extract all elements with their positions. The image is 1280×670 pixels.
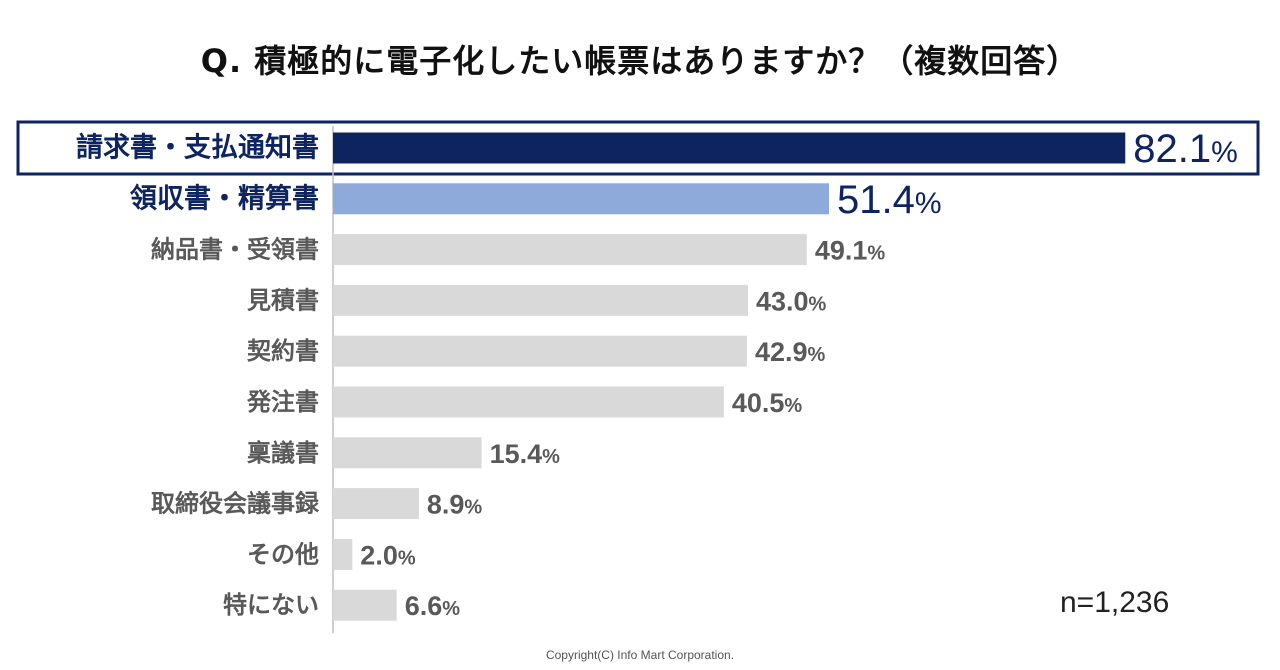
- bar: [333, 437, 482, 469]
- category-label: 発注書: [246, 388, 319, 416]
- value-label: 2.0%: [360, 540, 416, 570]
- category-label: 稟議書: [247, 439, 319, 467]
- category-label: 領収書・精算書: [130, 182, 319, 214]
- value-label: 49.1%: [815, 236, 886, 266]
- category-label: 納品書・受領書: [151, 236, 319, 264]
- top-item-highlight-frame: [16, 120, 1260, 176]
- value-label: 15.4%: [490, 439, 561, 469]
- bar: [333, 183, 830, 215]
- category-label: 特にない: [223, 591, 319, 619]
- bar: [333, 234, 807, 266]
- value-label: 6.6%: [405, 591, 461, 621]
- bar: [333, 589, 397, 621]
- value-label: 43.0%: [756, 286, 827, 316]
- sample-size-label: n=1,236: [1060, 586, 1170, 619]
- chart-title: Q. 積極的に電子化したい帳票はありますか？（複数回答）: [200, 42, 1080, 80]
- category-label: 見積書: [247, 286, 319, 314]
- bar: [333, 284, 748, 316]
- value-label: 8.9%: [427, 490, 483, 520]
- bar: [333, 335, 747, 367]
- bar: [333, 488, 419, 520]
- category-label: 請求書・支払通知書: [76, 132, 319, 164]
- value-label: 82.1%: [1133, 127, 1238, 171]
- category-label: 契約書: [247, 337, 319, 365]
- value-label: 42.9%: [755, 337, 826, 367]
- value-label: 40.5%: [732, 388, 803, 418]
- category-label: その他: [247, 540, 319, 568]
- bar: [333, 538, 353, 570]
- bar: [333, 386, 724, 418]
- category-label: 取締役会議事録: [151, 490, 320, 518]
- copyright-footer: Copyright(C) Info Mart Corporation.: [545, 648, 735, 662]
- bar: [333, 132, 1126, 164]
- value-label: 51.4%: [837, 178, 942, 222]
